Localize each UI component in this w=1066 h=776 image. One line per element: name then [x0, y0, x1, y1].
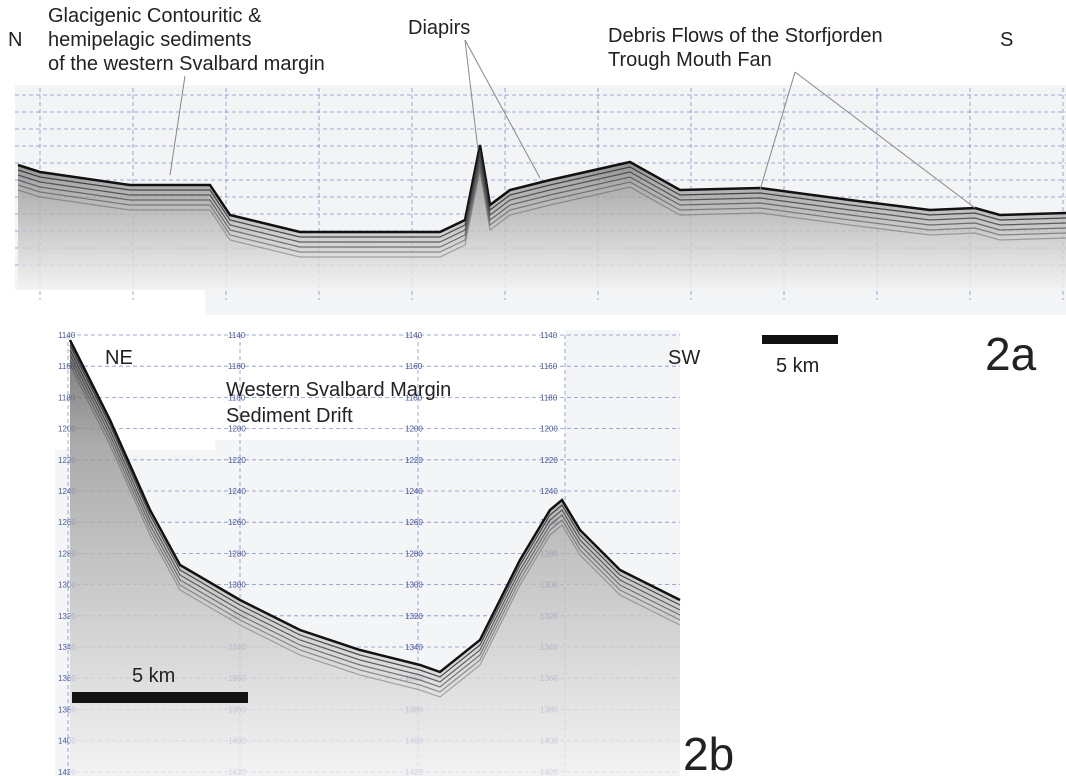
panel-label: 2a	[985, 328, 1037, 380]
annotation: of the western Svalbard margin	[48, 53, 325, 75]
depth-label: 1420	[58, 768, 76, 776]
reflector	[69, 349, 681, 683]
depth-label: 1180	[58, 393, 76, 402]
depth-label: 1280	[405, 549, 423, 558]
depth-label: 1140	[405, 331, 423, 340]
annotation: Trough Mouth Fan	[608, 49, 772, 71]
annotation: Diapirs	[408, 17, 470, 39]
reflector	[17, 144, 1066, 234]
annotation: Debris Flows of the Storfjorden	[608, 25, 883, 47]
depth-label: 1160	[228, 362, 246, 371]
reflector	[17, 159, 1066, 248]
depth-label: 1260	[228, 518, 246, 527]
depth-label: 1400	[58, 737, 76, 746]
scale-label: 5 km	[132, 665, 175, 687]
depth-label: 1220	[58, 456, 76, 465]
direction-label: N	[8, 29, 22, 51]
depth-label: 1220	[405, 456, 423, 465]
depth-label: 1260	[405, 518, 423, 527]
depth-label: 1140	[540, 331, 558, 340]
depth-label: 1240	[540, 487, 558, 496]
sediment	[18, 145, 1066, 290]
panel-b-blank	[215, 330, 565, 440]
direction-label: SW	[668, 347, 700, 369]
depth-label: 1240	[405, 487, 423, 496]
reflector	[17, 149, 1066, 238]
depth-label: 1300	[58, 581, 76, 590]
depth-label: 1160	[405, 362, 423, 371]
leader-lines	[169, 39, 976, 209]
direction-label: S	[1000, 29, 1013, 51]
depth-label: 1200	[540, 425, 558, 434]
depth-label: 1140	[58, 331, 76, 340]
depth-label: 1220	[540, 456, 558, 465]
panel-a	[15, 85, 1066, 315]
annotation: hemipelagic sediments	[48, 29, 251, 51]
direction-label: NE	[105, 347, 133, 369]
reflector	[17, 164, 1066, 253]
panel-label: 2b	[683, 728, 734, 776]
scale-bar	[762, 335, 838, 344]
reflector	[69, 354, 681, 688]
sediment	[70, 340, 680, 776]
reflector	[69, 364, 681, 698]
depth-label: 1180	[405, 393, 423, 402]
depth-label: 1320	[405, 612, 423, 621]
depth-label: 1320	[58, 612, 76, 621]
reflector	[17, 169, 1066, 258]
depth-label: 1140	[228, 331, 246, 340]
annotation: Glacigenic Contouritic &	[48, 5, 262, 27]
depth-label: 1200	[405, 425, 423, 434]
reflector	[17, 154, 1066, 243]
depth-label: 1280	[228, 549, 246, 558]
depth-label: 1300	[228, 581, 246, 590]
reflector	[69, 344, 681, 678]
scale-label: 5 km	[776, 355, 819, 377]
scale-bar	[72, 692, 248, 703]
depth-label: 1160	[540, 362, 558, 371]
depth-label: 1180	[228, 393, 246, 402]
reflector	[69, 359, 681, 693]
depth-label: 1220	[228, 456, 246, 465]
depth-label: 1200	[58, 425, 76, 434]
depth-label: 1200	[228, 425, 246, 434]
depth-label: 1280	[58, 549, 76, 558]
depth-label: 1340	[58, 643, 76, 652]
reflector	[68, 339, 681, 674]
depth-label: 1380	[58, 705, 76, 714]
depth-label: 1260	[58, 518, 76, 527]
depth-label: 1180	[540, 393, 558, 402]
depth-label: 1340	[405, 643, 423, 652]
depth-label: 1160	[58, 362, 76, 371]
annotation: Sediment Drift	[226, 405, 353, 427]
depth-label: 1300	[405, 581, 423, 590]
annotation: Western Svalbard Margin	[226, 379, 451, 401]
depth-label: 1240	[58, 487, 76, 496]
depth-label: 1240	[228, 487, 246, 496]
depth-label: 1360	[58, 674, 76, 683]
